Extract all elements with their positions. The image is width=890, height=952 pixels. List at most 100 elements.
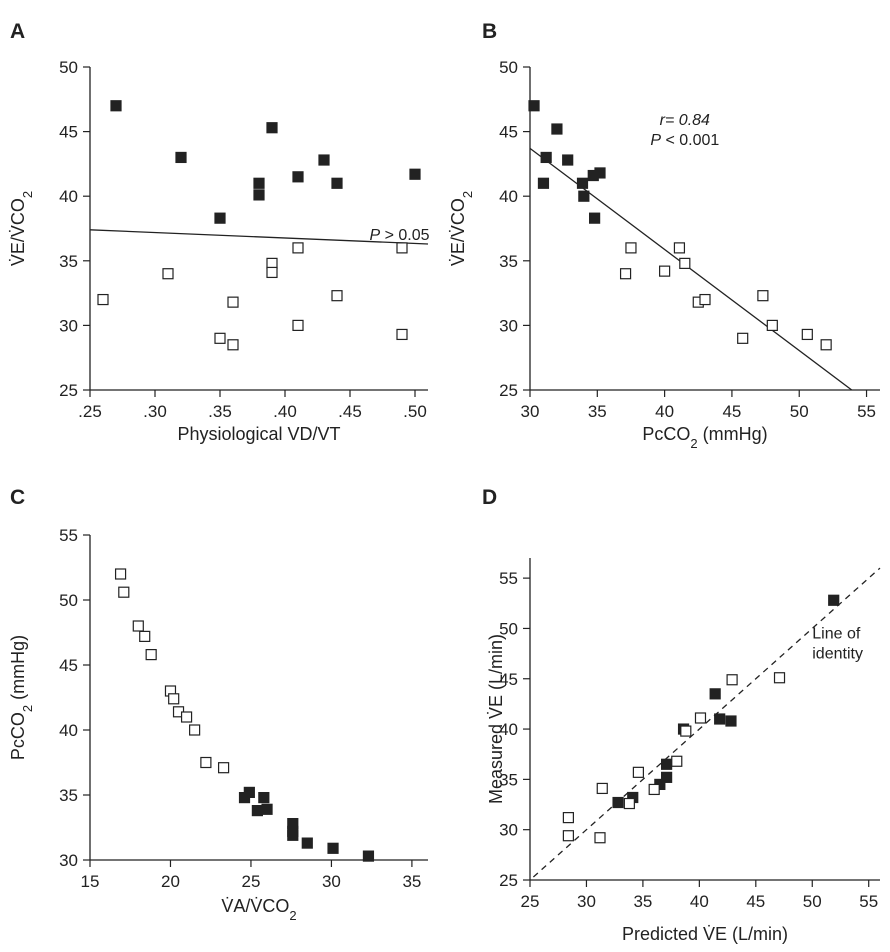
y-tick-label: 45: [59, 123, 78, 142]
open-point: [671, 755, 683, 767]
panel-c: C 15 20 25 30 35 30 35 40 45 50 55 V̇A/V̇CO2 PcCO2 (m…: [8, 486, 428, 923]
open-point: [139, 630, 151, 643]
y-tick-label: 50: [59, 591, 78, 610]
filled-point: [110, 100, 122, 112]
open-point: [200, 756, 212, 769]
filled-point: [318, 154, 330, 166]
filled-point: [287, 829, 299, 841]
open-point: [227, 339, 239, 351]
y-tick-label: 30: [499, 316, 518, 335]
x-tick-label: .30: [143, 402, 167, 421]
x-tick-label: 20: [161, 872, 180, 891]
open-point: [292, 319, 304, 331]
open-point: [680, 725, 692, 737]
x-tick-label: .40: [273, 402, 297, 421]
open-point: [623, 797, 635, 810]
filled-point: [251, 804, 263, 817]
open-point: [214, 332, 226, 344]
filled-point: [562, 154, 574, 166]
open-point: [562, 830, 574, 842]
x-tick-label: 25: [521, 892, 540, 911]
filled-point: [409, 168, 421, 180]
y-tick-label: 25: [499, 381, 518, 400]
y-tick-label: 35: [499, 770, 518, 789]
filled-point: [301, 837, 313, 849]
annotation: Line of: [812, 626, 861, 643]
panel-letter: D: [482, 486, 497, 509]
y-tick-label: 25: [59, 381, 78, 400]
filled-point: [253, 189, 265, 201]
x-tick-label: 50: [803, 892, 822, 911]
x-axis-label: V̇A/V̇CO2: [221, 896, 296, 923]
open-point: [180, 711, 193, 723]
panel-letter: A: [10, 20, 25, 43]
open-point: [673, 242, 686, 254]
x-tick-label: .35: [208, 402, 232, 421]
x-tick-label: .50: [403, 402, 427, 421]
annotation: r= 0.84: [660, 112, 710, 129]
open-point: [562, 812, 574, 824]
y-tick-label: 25: [499, 871, 518, 890]
filled-point: [661, 758, 673, 770]
y-tick-label: 30: [499, 821, 518, 840]
x-tick-label: 55: [859, 892, 878, 911]
x-tick-label: 45: [746, 892, 765, 911]
open-point: [396, 242, 408, 254]
open-point: [227, 296, 239, 308]
filled-point: [828, 594, 840, 606]
filled-point: [578, 190, 590, 202]
open-point: [331, 290, 343, 302]
x-tick-label: 30: [521, 402, 540, 421]
filled-point: [612, 796, 624, 809]
x-axis-label: PcCO2 (mmHg): [642, 424, 767, 451]
open-point: [168, 693, 180, 705]
open-point: [801, 328, 813, 341]
y-tick-label: 35: [59, 786, 78, 805]
identity-line: [532, 567, 881, 878]
x-axis-label: Physiological VD/VT: [177, 424, 340, 444]
y-tick-label: 30: [59, 316, 78, 335]
x-tick-label: 15: [81, 872, 100, 891]
y-axis-label: V̇E/V̇CO2: [8, 191, 35, 266]
filled-point: [362, 850, 375, 862]
filled-point: [214, 212, 226, 224]
y-axis-label: Measured V̇E (L/min): [486, 634, 506, 804]
open-point: [217, 762, 230, 774]
open-point: [145, 648, 157, 661]
open-point: [625, 242, 637, 254]
open-point: [266, 266, 278, 279]
y-axis-label: V̇E/V̇CO2: [448, 191, 475, 266]
y-tick-label: 45: [59, 656, 78, 675]
y-tick-label: 45: [499, 123, 518, 142]
filled-point: [589, 212, 601, 224]
filled-point: [709, 688, 721, 700]
y-tick-label: 35: [499, 252, 518, 271]
panel-d: D 25 30 35 40 45 50 55 25 30 35 40 45 50 55 Predicted V…: [482, 486, 881, 944]
filled-point: [661, 771, 673, 783]
filled-point: [551, 123, 563, 135]
x-tick-label: 35: [588, 402, 607, 421]
x-tick-label: .45: [338, 402, 362, 421]
open-point: [679, 257, 691, 269]
open-point: [694, 712, 707, 724]
y-tick-label: 40: [59, 187, 78, 206]
filled-point: [253, 177, 265, 189]
open-point: [619, 268, 632, 280]
open-point: [594, 832, 606, 844]
x-tick-label: 35: [402, 872, 421, 891]
open-point: [659, 265, 671, 277]
x-tick-label: .25: [78, 402, 102, 421]
y-axis-label: PcCO2 (mmHg): [8, 635, 35, 760]
x-tick-label: 55: [857, 402, 876, 421]
x-tick-label: 40: [655, 402, 674, 421]
panel-a: A .25 .30 .35 .40 .45 .50 25 30 35 40 45 50 Physiolog…: [8, 20, 430, 444]
filled-point: [243, 786, 255, 799]
filled-point: [258, 791, 270, 804]
open-point: [773, 672, 786, 684]
y-tick-label: 55: [499, 569, 518, 588]
open-point: [97, 293, 109, 306]
open-point: [757, 290, 769, 302]
filled-point: [266, 122, 278, 134]
filled-point: [714, 713, 726, 725]
